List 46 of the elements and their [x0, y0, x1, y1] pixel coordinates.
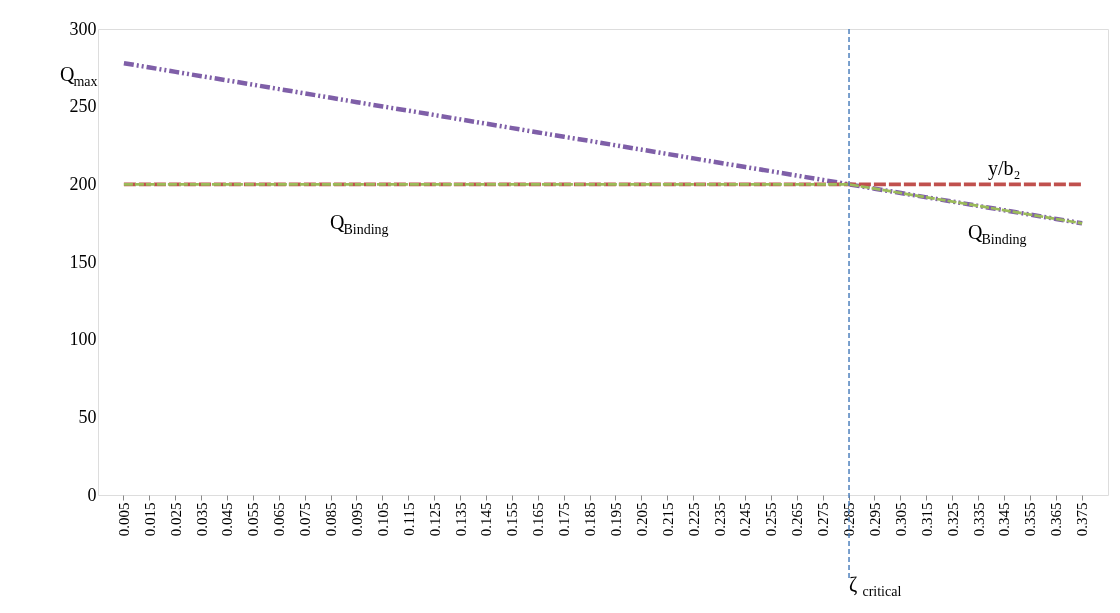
- x-tick-label: 0.195: [607, 502, 624, 537]
- x-tick-label: 0.125: [426, 502, 443, 537]
- x-tick-label: 0.335: [970, 502, 987, 537]
- x-tick-label: 0.285: [841, 502, 858, 537]
- x-tick-label: 0.235: [711, 502, 728, 537]
- x-tick-label: 0.005: [115, 502, 132, 537]
- x-tick-label: 0.165: [530, 502, 547, 537]
- x-tick-label: 0.245: [737, 502, 754, 537]
- x-tick-label: 0.035: [193, 502, 210, 537]
- x-tick-label: 0.175: [556, 502, 573, 537]
- y-tick-label: 250: [69, 96, 97, 117]
- x-tick-label: 0.065: [271, 502, 288, 537]
- y-tick-label: 0: [87, 484, 97, 505]
- x-tick-label: 0.045: [219, 502, 236, 537]
- x-tick-label: 0.295: [866, 502, 883, 537]
- x-tick-label: 0.345: [996, 502, 1013, 537]
- x-tick-label: 0.375: [1074, 502, 1091, 537]
- x-tick-label: 0.155: [504, 502, 521, 537]
- x-tick-label: 0.015: [141, 502, 158, 537]
- y-tick-label: 100: [69, 329, 97, 350]
- x-tick-label: 0.075: [297, 502, 314, 537]
- x-tick-label: 0.105: [374, 502, 391, 537]
- x-tick-label: 0.185: [582, 502, 599, 537]
- x-tick-label: 0.315: [918, 502, 935, 537]
- x-tick-label: 0.325: [944, 502, 961, 537]
- x-tick-label: 0.055: [245, 502, 262, 537]
- x-tick-label: 0.095: [348, 502, 365, 537]
- x-tick-label: 0.205: [633, 502, 650, 537]
- x-tick-label: 0.085: [323, 502, 340, 537]
- x-tick-label: 0.365: [1048, 502, 1065, 537]
- x-tick-label: 0.275: [815, 502, 832, 537]
- x-tick-label: 0.355: [1022, 502, 1039, 537]
- y-tick-label: 150: [69, 251, 97, 272]
- x-tick-label: 0.215: [659, 502, 676, 537]
- annotation: y/b₂: [988, 157, 1021, 180]
- x-tick-label: 0.115: [400, 502, 417, 536]
- x-tick-label: 0.145: [478, 502, 495, 537]
- x-tick-label: 0.025: [167, 502, 184, 537]
- y-tick-label: 200: [69, 173, 97, 194]
- y-tick-label: 300: [69, 18, 97, 39]
- x-tick-label: 0.225: [685, 502, 702, 537]
- x-tick-label: 0.305: [892, 502, 909, 537]
- y-tick-label: 50: [78, 406, 97, 427]
- x-tick-label: 0.135: [452, 502, 469, 537]
- x-tick-label: 0.265: [789, 502, 806, 537]
- x-tick-label: 0.255: [763, 502, 780, 537]
